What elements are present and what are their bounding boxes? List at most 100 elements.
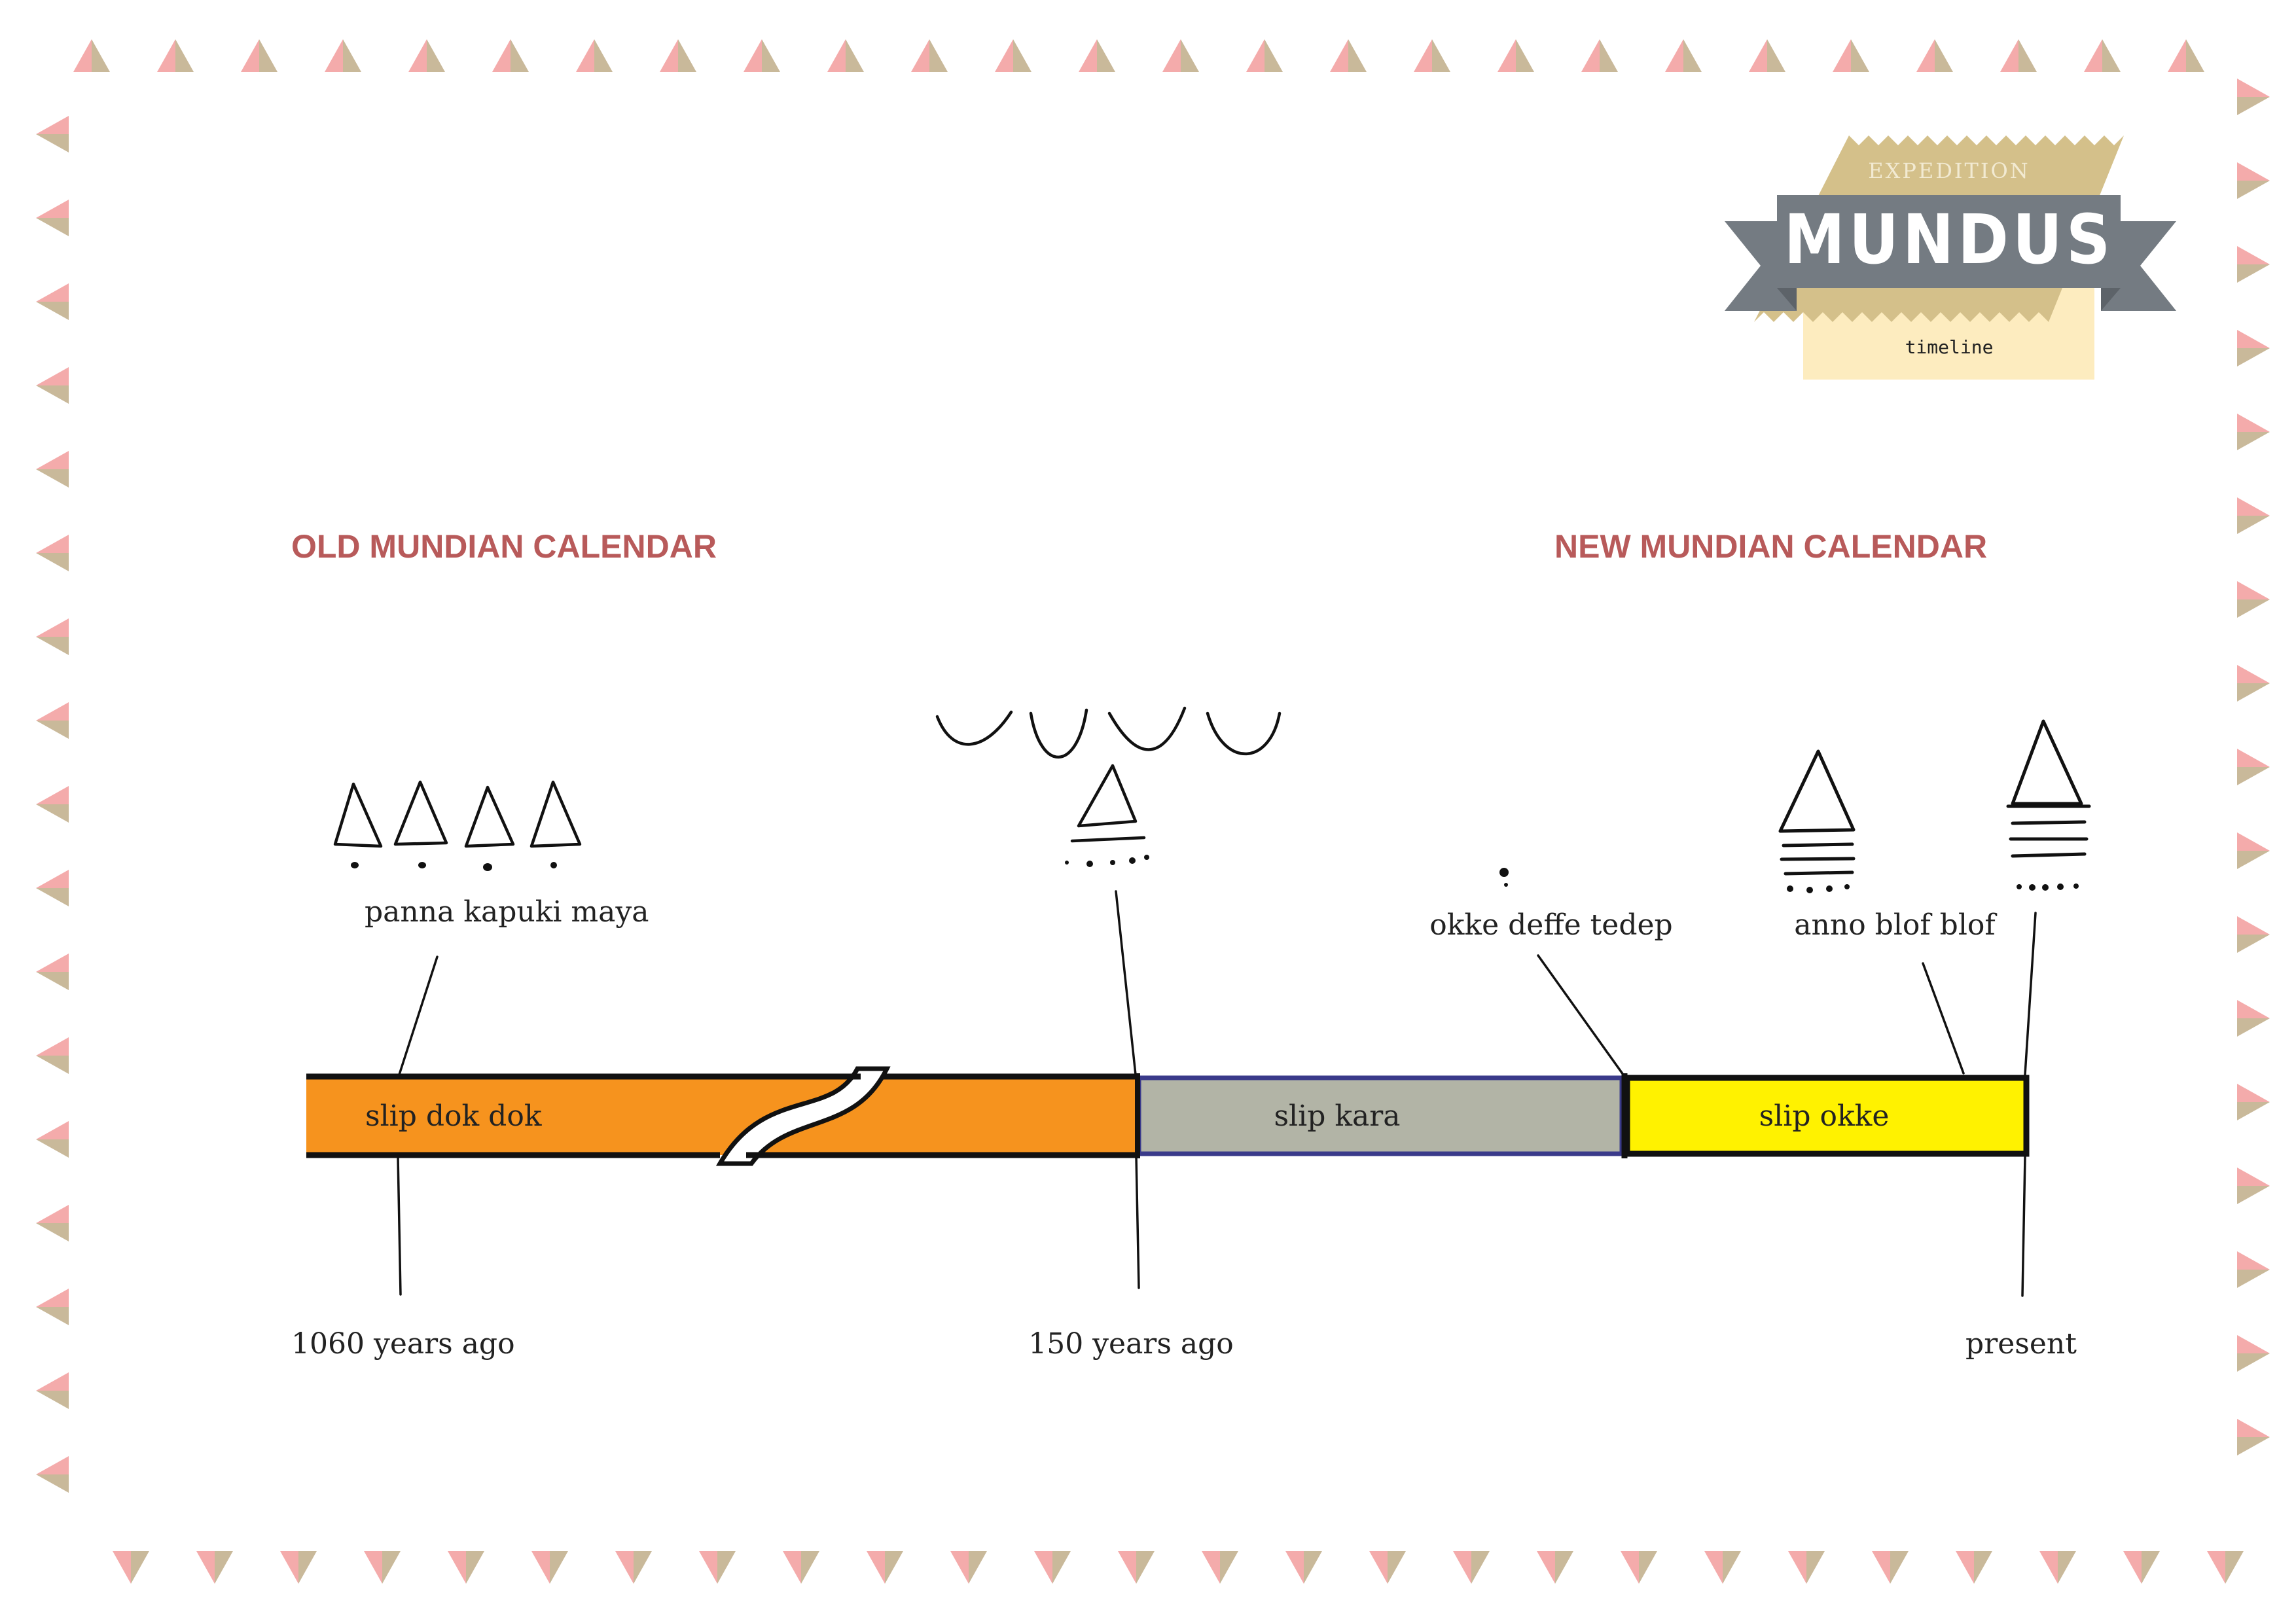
new-calendar-heading: NEW MUNDIAN CALENDAR (1554, 528, 1987, 565)
border-triangle (36, 1139, 69, 1158)
border-triangle (762, 39, 780, 72)
border-triangle (1285, 1551, 1304, 1584)
connector-anno-blof (1922, 962, 1965, 1075)
border-triangle (466, 1551, 484, 1584)
border-triangle (2237, 1270, 2270, 1288)
border-triangle (215, 1551, 233, 1584)
border-triangle (1621, 1551, 1639, 1584)
border-triangle (660, 39, 678, 72)
border-triangle (382, 1551, 401, 1584)
border-triangle (1432, 39, 1450, 72)
border-triangle (2237, 414, 2270, 432)
border-triangle (1600, 39, 1618, 72)
border-triangle (36, 535, 69, 553)
border-triangle (241, 39, 259, 72)
border-triangle (1974, 1551, 1992, 1584)
glyph-cone-large-stripe-4 (2011, 852, 2087, 858)
border-triangle (175, 39, 194, 72)
border-triangle (1304, 1551, 1322, 1584)
badge-top-text: EXPEDITION (1868, 158, 2030, 183)
border-triangle (2237, 683, 2270, 702)
border-triangle (2237, 935, 2270, 953)
border-triangle (1749, 39, 1767, 72)
border-triangle (36, 1205, 69, 1223)
border-triangle (783, 1551, 801, 1584)
border-triangle (2142, 1551, 2160, 1584)
border-triangle (531, 1551, 550, 1584)
border-triangle (36, 218, 69, 236)
border-triangle (1118, 1551, 1136, 1584)
border-triangle (36, 451, 69, 469)
border-triangle (594, 39, 613, 72)
border-triangle (1246, 39, 1265, 72)
border-triangle (615, 1551, 634, 1584)
annotation-panna-kapuki-maya: panna kapuki maya (365, 895, 649, 929)
border-triangle (511, 39, 529, 72)
timeline-break-marker (715, 1066, 891, 1166)
border-triangle (2237, 330, 2270, 348)
border-triangle (2237, 767, 2270, 785)
border-triangle (2237, 1437, 2270, 1455)
glyph-arc-2 (1029, 708, 1088, 759)
glyph-striped-cone-large (2006, 719, 2091, 891)
border-triangle (36, 870, 69, 888)
border-triangle (1162, 39, 1181, 72)
border-triangle (73, 39, 92, 72)
annotation-okke-deffe-tedep: okke deffe tedep (1429, 908, 1672, 942)
border-triangle (678, 39, 696, 72)
border-triangle (1788, 1551, 1806, 1584)
border-triangle (1833, 39, 1851, 72)
border-triangle (36, 283, 69, 302)
timeline-bar: slip dok dok slip kara slip okke (306, 1066, 2030, 1166)
border-triangle (280, 1551, 298, 1584)
segment-slip-dok-dok (306, 1077, 1136, 1155)
border-triangle (36, 200, 69, 218)
segment-label-slip-kara: slip kara (1274, 1099, 1400, 1133)
connector-1060 (397, 1156, 402, 1296)
glyph-triangle-1 (333, 782, 383, 848)
border-triangle (36, 1289, 69, 1307)
border-triangle (1220, 1551, 1238, 1584)
annotation-anno-blof-blof: anno blof blof (1794, 908, 1997, 942)
border-triangle (1516, 39, 1534, 72)
border-triangle (36, 385, 69, 404)
segment-slip-kara (1136, 1075, 1624, 1156)
border-triangle (36, 1223, 69, 1241)
border-triangle (867, 1551, 885, 1584)
border-triangle (2039, 1551, 2058, 1584)
border-triangle (1683, 39, 1702, 72)
border-triangle (2237, 246, 2270, 264)
border-triangle (36, 954, 69, 972)
border-triangle (259, 39, 278, 72)
border-triangle (36, 1391, 69, 1409)
border-triangle (1348, 39, 1367, 72)
border-triangle (2237, 851, 2270, 869)
border-triangle (2084, 39, 2102, 72)
border-triangle (36, 1037, 69, 1056)
border-triangle (1471, 1551, 1490, 1584)
border-triangle (2237, 581, 2270, 599)
time-marker-150-years-ago: 150 years ago (1028, 1327, 1234, 1361)
glyph-arc-dots (1065, 855, 1149, 867)
border-triangle (2237, 181, 2270, 199)
glyph-cone-triangle (1778, 749, 1856, 833)
border-triangle (343, 39, 361, 72)
glyph-arcs-and-triangle (935, 706, 1282, 867)
border-triangle (2102, 39, 2121, 72)
glyph-arc-4 (1206, 711, 1282, 756)
glyph-arc-3 (1107, 706, 1187, 751)
border-triangle (2237, 749, 2270, 767)
glyph-cone-large-triangle (2011, 719, 2083, 806)
border-triangle (1639, 1551, 1657, 1584)
border-triangle (448, 1551, 466, 1584)
border-triangle (1916, 39, 1935, 72)
border-triangle (492, 39, 511, 72)
glyph-dot-small (1504, 883, 1508, 887)
glyph-dot (1499, 868, 1509, 877)
border-triangle (36, 469, 69, 488)
segment-label-slip-okke: slip okke (1759, 1099, 1890, 1133)
glyph-cone-stripe-1 (1782, 842, 1854, 847)
border-triangle (2237, 1018, 2270, 1037)
border-triangle (2186, 39, 2204, 72)
border-triangle (1498, 39, 1516, 72)
